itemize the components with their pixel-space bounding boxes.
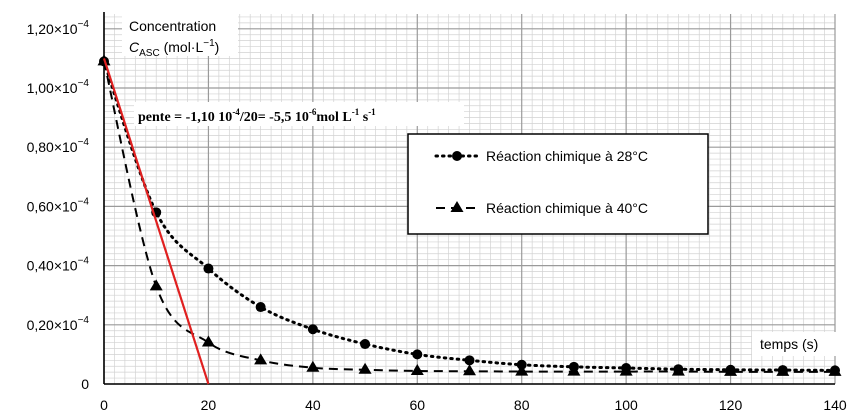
y-tick-labels: 00,20×10−40,40×10−40,60×10−40,80×10−41,0… — [27, 19, 90, 392]
y-tick-label: 1,00×10−4 — [27, 78, 90, 96]
x-tick-labels: 0 20 40 60 80 100 120 140 — [100, 397, 847, 413]
data-point-1 — [254, 353, 268, 365]
slope-annotation-exp1: -4 — [232, 107, 240, 117]
axes — [103, 12, 835, 385]
y-axis-label-subscript: ASC — [139, 48, 160, 59]
y-tick-label-mantissa: 0,20×10 — [27, 317, 78, 333]
slope-annotation-exp2: -6 — [309, 107, 317, 117]
annotation-bg — [134, 102, 464, 126]
x-tick-label: 40 — [305, 397, 321, 413]
series-line-1 — [103, 61, 835, 373]
y-tick-label-exponent: −4 — [78, 315, 90, 326]
x-tick-label: 20 — [201, 397, 217, 413]
y-tick-label-exponent: −4 — [78, 137, 90, 148]
y-tick-label-mantissa: 1,20×10 — [27, 21, 78, 37]
y-tick-label: 0,40×10−4 — [27, 256, 90, 274]
data-point-1 — [828, 364, 842, 376]
y-tick-label-exponent: −4 — [78, 196, 90, 207]
legend-box — [407, 133, 709, 235]
y-tick-label-mantissa: 0,80×10 — [27, 139, 78, 155]
legend-marker-40 — [450, 201, 464, 212]
y-tick-label: 0,60×10−4 — [27, 196, 90, 214]
legend-label-28: Réaction chimique à 28°C — [486, 148, 648, 164]
x-tick-label: 0 — [100, 397, 108, 413]
data-point-0 — [464, 355, 475, 366]
y-tick-label-mantissa: 0 — [81, 376, 89, 392]
slope-annotation-exp4: -1 — [368, 107, 376, 117]
x-tick-label: 120 — [719, 397, 743, 413]
legend-marker-28 — [452, 151, 462, 161]
data-point-1 — [463, 364, 476, 376]
y-axis-label-unit-close: ) — [215, 39, 220, 55]
y-tick-label-mantissa: 0,40×10 — [27, 258, 78, 274]
data-point-1 — [776, 364, 790, 376]
slope-annotation-part2: /20= -5,5 10 — [239, 110, 309, 125]
legend-label-40: Réaction chimique à 40°C — [486, 200, 648, 216]
data-point-0 — [412, 349, 423, 360]
x-axis-label-bg — [752, 332, 836, 356]
data-point-1 — [724, 364, 738, 376]
data-point-1 — [515, 364, 529, 376]
x-tick-label: 80 — [514, 397, 530, 413]
tangent-line — [102, 58, 210, 385]
y-tick-label-mantissa: 0,60×10 — [27, 198, 78, 214]
y-axis-label-unit: CASC (mol·L−1) — [129, 38, 219, 59]
data-point-0 — [255, 302, 266, 313]
data-point-1 — [306, 360, 320, 372]
y-tick-label-exponent: −4 — [78, 256, 90, 267]
x-tick-label: 140 — [823, 397, 847, 413]
data-point-1 — [567, 364, 581, 376]
slope-annotation-part3: mol L — [316, 110, 351, 125]
x-tick-label: 100 — [614, 397, 638, 413]
data-point-0 — [203, 263, 214, 274]
y-tick-label-exponent: −4 — [78, 78, 90, 89]
data-point-1 — [671, 364, 685, 376]
data-point-1 — [358, 362, 372, 374]
data-point-0 — [307, 324, 318, 335]
data-point-1 — [201, 335, 215, 347]
y-axis-label-unit-exponent: −1 — [203, 38, 215, 49]
slope-annotation: pente = -1,10 10-4/20= -5,5 10-6mol L-1 … — [138, 107, 376, 125]
y-axis-label-unit-text: (mol·L — [160, 39, 204, 55]
slope-annotation-exp3: -1 — [352, 107, 360, 117]
y-tick-label: 0 — [81, 376, 89, 392]
y-axis-label-title: Concentration — [129, 18, 216, 34]
legend: Réaction chimique à 28°C Réaction chimiq… — [407, 133, 709, 235]
data-point-1 — [410, 363, 424, 375]
y-tick-label-exponent: −4 — [78, 19, 90, 30]
series-layer — [97, 54, 842, 385]
y-tick-label-mantissa: 1,00×10 — [27, 80, 78, 96]
x-axis-label: temps (s) — [760, 336, 818, 352]
x-tick-label: 60 — [409, 397, 425, 413]
data-point-1 — [619, 364, 633, 376]
y-axis-label-bg — [122, 14, 238, 56]
y-tick-label: 1,20×10−4 — [27, 19, 90, 37]
data-point-0 — [360, 339, 371, 350]
y-tick-label: 0,80×10−4 — [27, 137, 90, 155]
y-axis-label-symbol: C — [129, 39, 140, 55]
slope-annotation-part1: pente = -1,10 10 — [138, 110, 232, 125]
data-point-1 — [149, 279, 163, 291]
y-tick-label: 0,20×10−4 — [27, 315, 90, 333]
slope-annotation-part4: s — [359, 110, 369, 125]
